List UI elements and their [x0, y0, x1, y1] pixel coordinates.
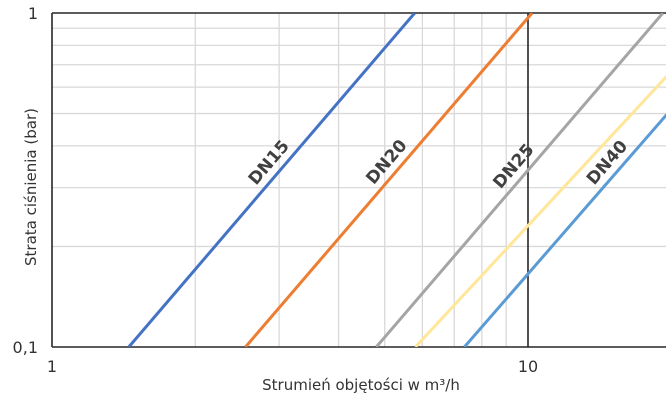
series-line-dn15	[127, 13, 416, 347]
series-line-dn20	[244, 13, 534, 347]
series-line-unlabeled-3	[414, 74, 666, 347]
y-axis-title: Strata ciśnienia (bar)	[22, 108, 40, 266]
tick-labels: 1 10 0,1 1	[13, 4, 539, 376]
y-tick-label: 0,1	[13, 338, 38, 357]
x-tick-label: 1	[47, 357, 57, 376]
x-tick-label: 10	[518, 357, 538, 376]
grid-major	[51, 12, 666, 348]
x-axis-title: Strumień objętości w m³/h	[262, 376, 460, 393]
series-line-dn25	[375, 13, 665, 347]
series-layer	[127, 13, 666, 347]
y-tick-label: 1	[28, 4, 38, 23]
series-line-dn40	[463, 113, 666, 347]
